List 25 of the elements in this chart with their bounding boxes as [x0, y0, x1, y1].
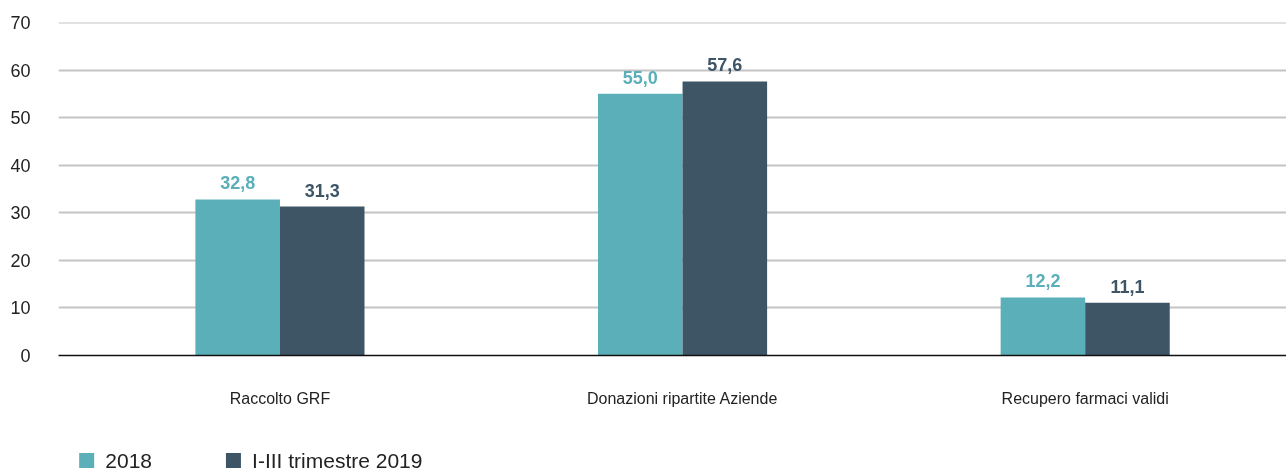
- y-tick-label: 30: [10, 203, 31, 224]
- legend-label: 2018: [105, 448, 153, 471]
- data-label: 57,6: [707, 55, 743, 76]
- bar: [598, 93, 683, 356]
- y-tick-label: 70: [10, 13, 31, 33]
- data-label: 31,3: [304, 180, 340, 201]
- x-tick-label: Donazioni ripartite Aziende: [586, 389, 778, 407]
- y-tick-label: 0: [20, 346, 31, 366]
- bar: [1085, 302, 1170, 356]
- data-label: 11,1: [1110, 276, 1145, 297]
- x-tick-label: Raccolto GRF: [229, 389, 331, 407]
- y-tick-label: 60: [10, 60, 31, 81]
- x-tick-label: Recupero farmaci validi: [1001, 389, 1169, 407]
- data-label: 32,8: [220, 173, 256, 194]
- y-tick-label: 10: [10, 298, 31, 319]
- y-tick-label: 40: [10, 155, 31, 176]
- data-label: 55,0: [622, 67, 658, 88]
- bar: [195, 199, 280, 356]
- y-tick-label: 50: [10, 108, 31, 129]
- bar: [1000, 297, 1086, 356]
- bar: [279, 206, 365, 356]
- y-tick-label: 20: [10, 250, 31, 271]
- legend-label: I-III trimestre 2019: [252, 449, 423, 471]
- bar: [682, 81, 768, 356]
- data-label: 12,2: [1025, 271, 1061, 292]
